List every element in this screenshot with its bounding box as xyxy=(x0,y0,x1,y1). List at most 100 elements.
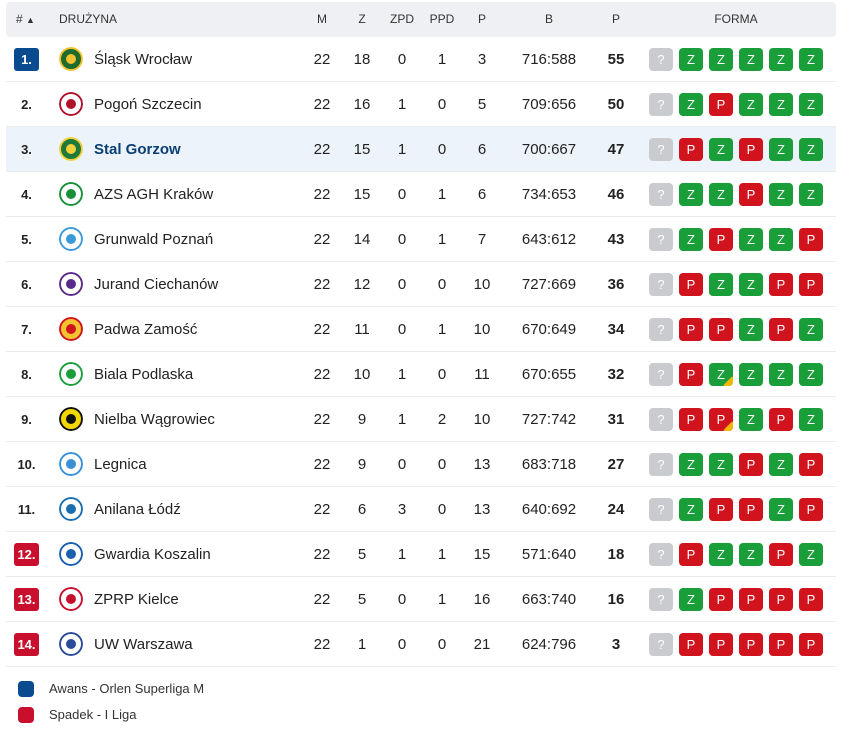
form-result-badge[interactable]: P xyxy=(769,273,793,296)
form-result-badge[interactable]: Z xyxy=(769,48,793,71)
form-result-badge[interactable]: P xyxy=(709,633,733,656)
form-result-badge[interactable]: Z xyxy=(679,48,703,71)
form-result-badge[interactable]: ? xyxy=(649,408,673,431)
zprp-logo[interactable] xyxy=(59,587,83,611)
form-result-badge[interactable]: Z xyxy=(679,588,703,611)
table-row[interactable]: 13. ZPRP Kielce 22 5 0 1 16 663:740 16? Z P P P P xyxy=(6,577,836,622)
form-result-badge[interactable]: P xyxy=(679,138,703,161)
form-result-badge[interactable]: P xyxy=(709,588,733,611)
form-result-badge[interactable]: ? xyxy=(649,93,673,116)
table-row[interactable]: 7. Padwa Zamość 22 11 0 1 10 670:649 34? P P Z P Z xyxy=(6,307,836,352)
form-result-badge[interactable]: P xyxy=(709,93,733,116)
form-result-badge[interactable]: Z xyxy=(679,228,703,251)
form-result-badge[interactable]: Z xyxy=(709,363,733,386)
anilana-logo[interactable] xyxy=(59,497,83,521)
form-result-badge[interactable]: Z xyxy=(799,93,823,116)
form-result-badge[interactable]: ? xyxy=(649,633,673,656)
form-result-badge[interactable]: P xyxy=(709,498,733,521)
form-result-badge[interactable]: Z xyxy=(769,138,793,161)
form-result-badge[interactable]: P xyxy=(709,228,733,251)
legnica-logo[interactable] xyxy=(59,452,83,476)
team-name[interactable]: Jurand Ciechanów xyxy=(94,276,219,293)
team-name[interactable]: Grunwald Poznań xyxy=(94,231,214,248)
form-result-badge[interactable]: ? xyxy=(649,273,673,296)
form-result-badge[interactable]: Z xyxy=(709,453,733,476)
form-result-badge[interactable]: ? xyxy=(649,318,673,341)
form-result-badge[interactable]: P xyxy=(679,363,703,386)
form-result-badge[interactable]: P xyxy=(739,498,763,521)
form-result-badge[interactable]: P xyxy=(769,543,793,566)
form-result-badge[interactable]: P xyxy=(709,318,733,341)
team-name[interactable]: Anilana Łódź xyxy=(94,501,181,518)
form-result-badge[interactable]: Z xyxy=(739,273,763,296)
form-result-badge[interactable]: ? xyxy=(649,453,673,476)
form-result-badge[interactable]: Z xyxy=(739,363,763,386)
form-result-badge[interactable]: Z xyxy=(709,273,733,296)
table-row[interactable]: 14. UW Warszawa 22 1 0 0 21 624:796 3? P P P P P xyxy=(6,622,836,667)
table-row[interactable]: 3. Stal Gorzow 22 15 1 0 6 700:667 47? P Z P Z Z xyxy=(6,127,836,172)
form-result-badge[interactable]: Z xyxy=(709,138,733,161)
table-row[interactable]: 8. Biala Podlaska 22 10 1 0 11 670:655 32? P Z Z Z Z xyxy=(6,352,836,397)
team-name[interactable]: Gwardia Koszalin xyxy=(94,546,211,563)
form-result-badge[interactable]: Z xyxy=(799,183,823,206)
form-result-badge[interactable]: P xyxy=(799,633,823,656)
table-row[interactable]: 2. Pogoń Szczecin 22 16 1 0 5 709:656 50? Z P Z Z Z xyxy=(6,82,836,127)
table-row[interactable]: 1. Śląsk Wrocław 22 18 0 1 3 716:588 55? Z Z Z Z Z xyxy=(6,37,836,82)
form-result-badge[interactable]: Z xyxy=(739,543,763,566)
form-result-badge[interactable]: Z xyxy=(769,498,793,521)
team-name[interactable]: Pogoń Szczecin xyxy=(94,96,202,113)
form-result-badge[interactable]: Z xyxy=(679,498,703,521)
table-row[interactable]: 11. Anilana Łódź 22 6 3 0 13 640:692 24? Z P P Z P xyxy=(6,487,836,532)
form-result-badge[interactable]: P xyxy=(679,633,703,656)
team-name[interactable]: Stal Gorzow xyxy=(94,141,181,158)
form-result-badge[interactable]: P xyxy=(769,633,793,656)
form-result-badge[interactable]: Z xyxy=(709,543,733,566)
form-result-badge[interactable]: Z xyxy=(799,48,823,71)
biala-logo[interactable] xyxy=(59,362,83,386)
form-result-badge[interactable]: P xyxy=(739,453,763,476)
pogon-logo[interactable] xyxy=(59,92,83,116)
azs-agh-logo[interactable] xyxy=(59,182,83,206)
team-name[interactable]: ZPRP Kielce xyxy=(94,591,179,608)
form-result-badge[interactable]: Z xyxy=(769,363,793,386)
form-result-badge[interactable]: Z xyxy=(799,138,823,161)
form-result-badge[interactable]: P xyxy=(679,273,703,296)
form-result-badge[interactable]: Z xyxy=(739,228,763,251)
form-result-badge[interactable]: Z xyxy=(769,453,793,476)
rank-header[interactable]: # ▲ xyxy=(16,2,35,37)
table-row[interactable]: 9. Nielba Wągrowiec 22 9 1 2 10 727:742 31? P P Z P Z xyxy=(6,397,836,442)
form-result-badge[interactable]: Z xyxy=(709,183,733,206)
form-result-badge[interactable]: P xyxy=(799,273,823,296)
form-result-badge[interactable]: Z xyxy=(799,363,823,386)
form-result-badge[interactable]: P xyxy=(739,633,763,656)
team-name[interactable]: Nielba Wągrowiec xyxy=(94,411,215,428)
form-result-badge[interactable]: P xyxy=(799,228,823,251)
form-result-badge[interactable]: Z xyxy=(739,48,763,71)
table-row[interactable]: 10. Legnica 22 9 0 0 13 683:718 27? Z Z P Z P xyxy=(6,442,836,487)
form-result-badge[interactable]: ? xyxy=(649,588,673,611)
form-result-badge[interactable]: ? xyxy=(649,543,673,566)
form-result-badge[interactable]: Z xyxy=(769,228,793,251)
form-result-badge[interactable]: ? xyxy=(649,498,673,521)
form-result-badge[interactable]: Z xyxy=(739,318,763,341)
table-row[interactable]: 12. Gwardia Koszalin 22 5 1 1 15 571:640 18? P Z Z P… xyxy=(6,532,836,577)
form-result-badge[interactable]: P xyxy=(769,318,793,341)
form-result-badge[interactable]: ? xyxy=(649,183,673,206)
form-result-badge[interactable]: P xyxy=(739,138,763,161)
form-result-badge[interactable]: P xyxy=(769,408,793,431)
team-name[interactable]: Śląsk Wrocław xyxy=(94,51,193,68)
form-result-badge[interactable]: P xyxy=(739,588,763,611)
padwa-logo[interactable] xyxy=(59,317,83,341)
form-result-badge[interactable]: Z xyxy=(799,318,823,341)
grunwald-logo[interactable] xyxy=(59,227,83,251)
team-name[interactable]: Biala Podlaska xyxy=(94,366,194,383)
team-name[interactable]: UW Warszawa xyxy=(94,636,193,653)
form-result-badge[interactable]: Z xyxy=(769,93,793,116)
gwardia-logo[interactable] xyxy=(59,542,83,566)
form-result-badge[interactable]: P xyxy=(799,453,823,476)
team-name[interactable]: AZS AGH Kraków xyxy=(94,186,214,203)
jurand-logo[interactable] xyxy=(59,272,83,296)
table-row[interactable]: 5. Grunwald Poznań 22 14 0 1 7 643:612 43? Z P Z Z P xyxy=(6,217,836,262)
form-result-badge[interactable]: ? xyxy=(649,228,673,251)
form-result-badge[interactable]: P xyxy=(769,588,793,611)
